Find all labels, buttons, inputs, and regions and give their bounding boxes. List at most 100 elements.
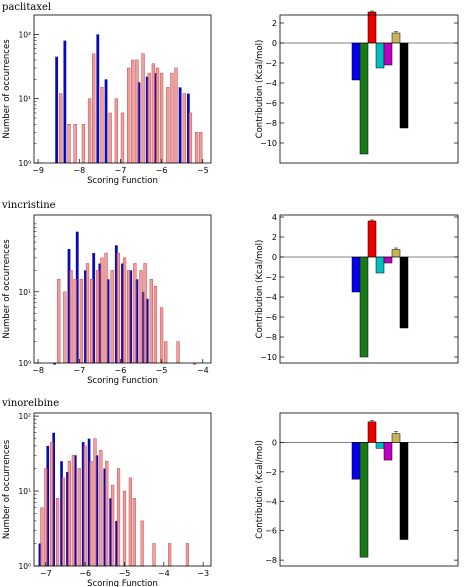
- y-tick-label: 10²: [18, 30, 31, 39]
- plot-frame: [279, 412, 459, 567]
- y-axis-label: Contribution (Kcal/mol): [255, 240, 265, 339]
- histogram-bar: [199, 132, 203, 164]
- contribution-bar: [375, 256, 385, 274]
- y-tick-label: −2: [265, 59, 277, 68]
- histogram-bar: [108, 112, 112, 164]
- y-tick-label: 10¹: [18, 487, 31, 496]
- histogram-bar: [73, 455, 77, 566]
- y-axis-label: Contribution (Kcal/mol): [255, 40, 265, 139]
- histogram-bar: [105, 460, 109, 567]
- x-tick-label: −6: [115, 366, 127, 375]
- x-axis-label: Scoring Function: [87, 579, 158, 587]
- histogram-bar: [122, 490, 127, 567]
- histogram-bar: [188, 112, 193, 164]
- y-tick-label: −2: [265, 273, 277, 282]
- plot-frame: [33, 214, 212, 364]
- histogram-bar: [92, 53, 96, 164]
- histogram-bar: [44, 468, 48, 567]
- histogram-bar: [137, 82, 141, 163]
- x-tick-label: −5: [156, 366, 168, 375]
- histogram-bar: [46, 445, 50, 566]
- histogram-bar: [132, 498, 136, 567]
- x-tick-label: −5: [119, 569, 131, 578]
- histogram-bar: [103, 468, 107, 566]
- y-tick-label: 10⁰: [18, 562, 31, 571]
- histogram-bar: [71, 455, 75, 567]
- histogram-bar: [149, 279, 153, 364]
- y-tick-label: 10⁰: [18, 359, 31, 368]
- histogram-bar: [127, 67, 131, 164]
- histogram-bar: [106, 279, 110, 363]
- histogram-bar: [133, 263, 137, 364]
- histogram-bar: [128, 477, 132, 567]
- contribution-bar: [391, 249, 401, 258]
- histogram-bar: [186, 93, 190, 163]
- histogram-bar: [81, 442, 85, 566]
- contribution-bar: [351, 42, 361, 81]
- histogram-vinorelbine: −7 −6 −5 −4 −3 10⁰ 10¹ 10² Scoring Function Numbe…: [2, 412, 212, 587]
- histogram-bar: [89, 279, 94, 364]
- x-axis-label: Scoring Function: [87, 376, 158, 386]
- y-tick-label: 0: [272, 438, 277, 447]
- x-tick-label: −6: [156, 166, 168, 175]
- x-tick-label: −8: [73, 166, 85, 175]
- histogram-bar: [96, 34, 100, 163]
- histogram-bar: [79, 279, 83, 364]
- drug-label-paclitaxel: paclitaxel: [2, 2, 51, 13]
- histogram-bar: [100, 87, 104, 164]
- histogram-bar: [52, 432, 55, 566]
- histogram-bar: [141, 53, 145, 164]
- y-tick-label: −8: [265, 333, 277, 342]
- contribution-bar: [383, 42, 393, 66]
- y-axis-label: Number of occurrences: [2, 39, 12, 139]
- contribution-bar: [367, 11, 377, 44]
- y-tick-label: 10¹: [18, 288, 31, 297]
- histogram-bar: [110, 270, 114, 364]
- contribution-bar: [391, 433, 401, 443]
- contribution-bar: [399, 256, 409, 329]
- y-tick-label: −6: [265, 527, 277, 536]
- histogram-bar: [170, 72, 174, 164]
- contribution-bar: [351, 256, 361, 293]
- y-tick-label: −2: [265, 468, 277, 477]
- histogram-bar: [185, 543, 189, 567]
- histogram-bar: [67, 124, 71, 164]
- plot-frame: [33, 14, 212, 164]
- y-tick-label: −10: [260, 353, 277, 362]
- drug-label-vincristine: vincristine: [1, 200, 56, 211]
- histogram-bar: [115, 520, 118, 566]
- plot-frame: [279, 214, 459, 364]
- histogram-bar: [98, 263, 102, 363]
- y-tick-label: 10¹: [18, 95, 31, 104]
- histogram-paclitaxel: −9 −8 −7 −6 −5 10⁰ 10¹ 10² Scoring Function Numbe…: [2, 14, 212, 186]
- x-tick-label: −5: [197, 166, 209, 175]
- contribution-chart-vinorelbine: 0 −2 −4 −6 −8 Contribution (Kcal/mol): [255, 412, 459, 567]
- histogram-bar: [104, 79, 108, 163]
- histogram-bar: [152, 543, 156, 567]
- histogram-bar: [67, 248, 71, 363]
- y-tick-label: 2: [272, 233, 277, 242]
- histogram-bar: [151, 63, 156, 164]
- histogram-bar: [174, 67, 178, 164]
- plot-frame: [33, 412, 212, 567]
- histogram-bar: [60, 461, 63, 566]
- histogram-bar: [109, 498, 113, 566]
- histogram-bar: [81, 124, 86, 164]
- x-tick-label: −8: [32, 366, 44, 375]
- histogram-bar: [145, 76, 149, 163]
- histogram-bar: [50, 441, 54, 567]
- histogram-bar: [168, 543, 172, 567]
- histogram-bar: [159, 72, 164, 164]
- histogram-bar: [116, 252, 121, 364]
- histogram-bar: [40, 507, 44, 567]
- histogram-bar: [178, 87, 182, 163]
- histogram-bar: [84, 270, 87, 363]
- x-tick-label: −7: [40, 569, 52, 578]
- y-tick-label: 10²: [18, 412, 31, 421]
- y-tick-label: 10⁰: [18, 159, 31, 168]
- contribution-bar: [375, 42, 385, 69]
- x-axis-label: Scoring Function: [87, 176, 158, 186]
- histogram-bar: [87, 438, 91, 566]
- histogram-bar: [111, 484, 115, 567]
